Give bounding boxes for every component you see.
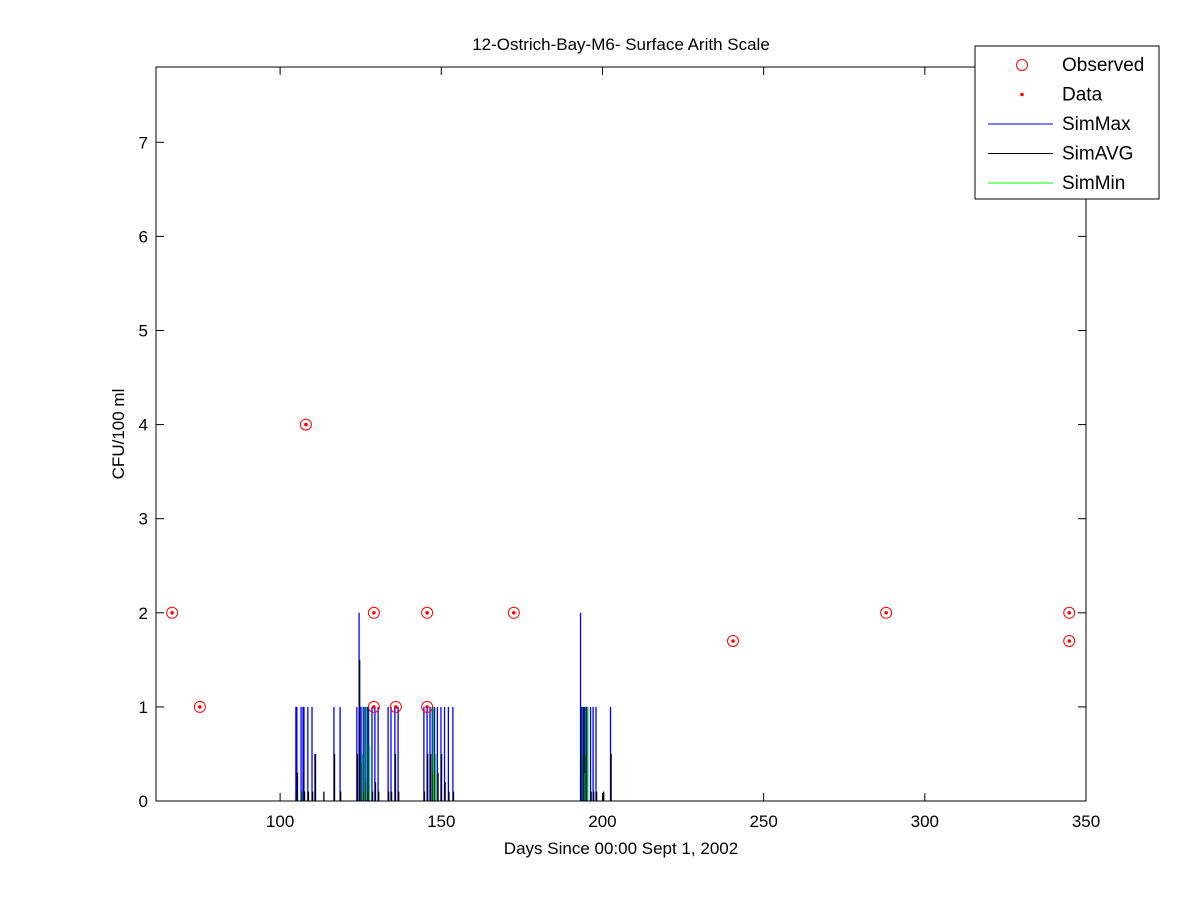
data-marker [198,705,202,709]
observed-marker [421,606,434,619]
observed-marker [367,700,380,713]
legend-box [974,45,1160,200]
x-axis-label: Days Since 00:00 Sept 1, 2002 [504,839,738,858]
y-tick-label: 0 [139,792,148,811]
observed-marker [166,606,179,619]
data-marker [372,610,376,615]
x-tick-label: 200 [588,812,616,831]
observed-marker [367,606,380,619]
observed-marker [1063,606,1076,619]
observed-marker [727,635,740,648]
legend-label: Data [1062,85,1103,106]
legend-label: SimAVG [1062,144,1133,165]
y-tick-label: 1 [139,698,148,717]
x-tick-label: 300 [911,812,939,831]
data-marker [512,610,516,615]
observed-marker [1063,635,1076,648]
observed-marker [299,418,312,431]
y-tick-label: 2 [139,604,148,623]
y-tick-label: 5 [139,321,148,340]
x-tick-label: 250 [749,812,777,831]
x-tick-label: 350 [1072,812,1100,831]
legend-data-icon [1020,92,1024,97]
observed-marker [389,700,402,713]
legend-label: Observed [1062,55,1144,76]
data-marker [1067,639,1072,643]
data-marker [372,705,376,709]
observed-marker [193,700,206,713]
data-marker [304,422,308,427]
y-axis-label: CFU/100 ml [109,389,128,480]
x-tick-label: 100 [266,812,294,831]
x-tick-label: 150 [427,812,455,831]
axes-box [155,66,1087,802]
observed-marker [507,606,520,619]
data-marker [170,610,174,615]
y-tick-label: 4 [139,416,148,435]
data-marker [394,705,398,709]
data-marker [425,610,429,615]
legend-label: SimMin [1062,173,1125,194]
y-tick-label: 7 [139,133,148,152]
data-marker [425,705,429,709]
axis-ticks: 100 150 200 250 300 350 0 1 2 3 4 5 6 7 [139,67,1100,831]
observed-marker [421,700,434,713]
chart-title: 12-Ostrich-Bay-M6- Surface Arith Scale [472,35,770,54]
data-marker [884,610,888,615]
legend: Observed Data SimMax SimAVG SimMin [974,45,1160,200]
data-marker [731,639,735,643]
legend-label: SimMax [1062,114,1131,135]
y-tick-label: 6 [139,227,148,246]
observed-marker [880,606,893,619]
y-tick-label: 3 [139,510,148,529]
plot-area [166,418,1076,801]
legend-observed-icon [1016,59,1028,71]
data-marker [1067,610,1072,615]
